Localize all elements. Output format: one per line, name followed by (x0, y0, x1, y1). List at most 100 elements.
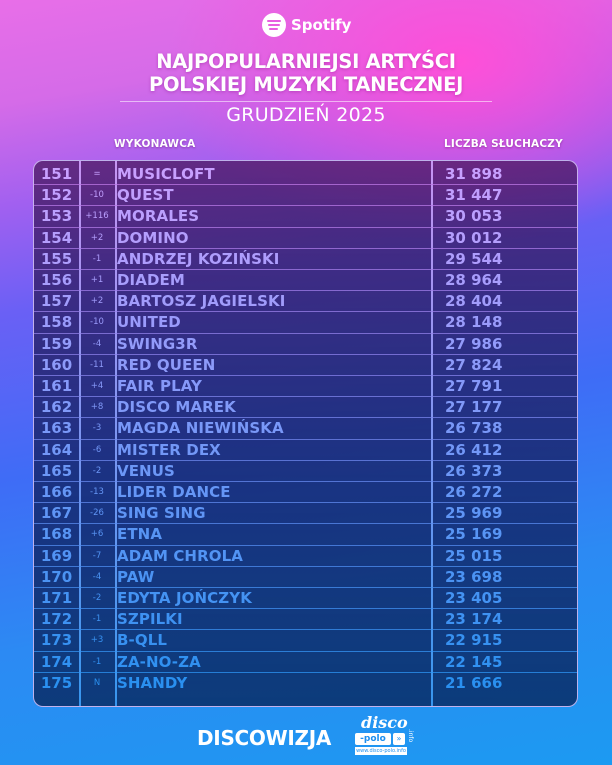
title-line-2: POLSKIEJ MUZYKI TANECZNEJ (148, 73, 464, 96)
table-row: 157 +2 BARTOSZ JAGIELSKI 28 404 (34, 291, 577, 313)
listeners-cell: 29 544 (445, 249, 503, 268)
artist-cell: DOMINO (117, 228, 189, 247)
artist-cell: ZA-NO-ZA (117, 652, 201, 671)
title-line-1: NAJPOPULARNIEJSI ARTYŚCI (156, 50, 456, 73)
change-cell: +3 (90, 635, 104, 646)
listeners-cell: 26 373 (445, 461, 503, 480)
table-row: 164 -6 MISTER DEX 26 412 (34, 440, 577, 461)
artist-cell: ADAM CHROLA (117, 546, 243, 565)
listeners-cell: 25 969 (445, 504, 503, 523)
listeners-cell: 22 915 (445, 631, 503, 650)
change-cell: -26 (90, 508, 104, 519)
listeners-cell: 27 177 (445, 398, 503, 417)
rank-cell: 162 (40, 398, 73, 417)
table-row: 163 -3 MAGDA NIEWIŃSKA 26 738 (34, 418, 577, 440)
rank-cell: 171 (40, 589, 73, 608)
artist-cell: SZPILKI (117, 610, 183, 629)
rank-cell: 172 (40, 610, 73, 629)
artist-cell: RED QUEEN (117, 355, 216, 374)
artist-cell: FAIR PLAY (117, 377, 202, 396)
change-cell: = (93, 169, 101, 180)
table-row: 155 -1 ANDRZEJ KOZIŃSKI 29 544 (34, 249, 577, 270)
change-cell: +6 (90, 529, 104, 540)
change-cell: -10 (90, 190, 104, 201)
table-row: 166 -13 LIDER DANCE 26 272 (34, 482, 577, 504)
rank-cell: 168 (40, 525, 73, 544)
change-cell: +2 (90, 296, 104, 307)
rank-cell: 151 (40, 165, 73, 184)
rank-cell: 166 (40, 483, 73, 502)
change-cell: -2 (92, 593, 102, 604)
column-divider (431, 161, 433, 706)
table-row: 170 -4 PAW 23 698 (34, 567, 577, 588)
listeners-cell: 27 824 (445, 355, 503, 374)
table-row: 172 -1 SZPILKI 23 174 (34, 609, 577, 631)
listeners-cell: 30 012 (445, 228, 503, 247)
table-row: 173 +3 B-QLL 22 915 (34, 630, 577, 652)
artist-cell: SWING3R (117, 334, 198, 353)
change-cell: -3 (92, 423, 102, 434)
column-header-artist: WYKONAWCA (114, 138, 196, 150)
artist-cell: PAW (117, 567, 155, 586)
table-row: 160 -11 RED QUEEN 27 824 (34, 355, 577, 376)
table-row: 158 -10 UNITED 28 148 (34, 312, 577, 334)
rank-cell: 158 (40, 313, 73, 332)
rank-cell: 157 (40, 292, 73, 311)
listeners-cell: 27 791 (445, 377, 503, 396)
rank-cell: 164 (40, 440, 73, 459)
table-row: 153 +116 MORALES 30 053 (34, 206, 577, 228)
listeners-cell: 28 148 (445, 313, 503, 332)
table-row: 171 -2 EDYTA JOŃCZYK 23 405 (34, 588, 577, 610)
table-row: 156 +1 DIADEM 28 964 (34, 270, 577, 292)
listeners-cell: 31 447 (445, 186, 503, 205)
table-row: 165 -2 VENUS 26 373 (34, 461, 577, 482)
artist-cell: MISTER DEX (117, 440, 221, 459)
listeners-cell: 27 986 (445, 334, 503, 353)
column-header-listeners: LICZBA SŁUCHACZY (444, 138, 563, 150)
fast-forward-icon: » (393, 733, 405, 745)
ranking-table: 151 = MUSICLOFT 31 898 152 -10 QUEST 31 447 153 +… (33, 160, 578, 707)
table-row: 151 = MUSICLOFT 31 898 (34, 164, 577, 186)
rank-cell: 169 (40, 546, 73, 565)
change-cell: +4 (90, 381, 104, 392)
change-cell: +8 (90, 402, 104, 413)
change-cell: +1 (90, 275, 104, 286)
artist-cell: VENUS (117, 461, 175, 480)
artist-cell: LIDER DANCE (117, 483, 231, 502)
listeners-cell: 23 405 (445, 589, 503, 608)
logo-url: www.disco-polo.info (355, 747, 407, 755)
listeners-cell: 23 698 (445, 567, 503, 586)
artist-cell: MUSICLOFT (117, 165, 215, 184)
artist-cell: MAGDA NIEWIŃSKA (117, 419, 284, 438)
table-row: 167 -26 SING SING 25 969 (34, 503, 577, 525)
listeners-cell: 26 738 (445, 419, 503, 438)
disco-polo-info-logo: disco -polo » .info www.disco-polo.info (355, 713, 415, 759)
change-cell: +116 (85, 211, 109, 222)
table-row: 161 +4 FAIR PLAY 27 791 (34, 376, 577, 398)
logo-disco-text: disco (361, 713, 408, 732)
rank-cell: 155 (40, 249, 73, 268)
change-cell: -1 (92, 253, 102, 264)
table-row: 152 -10 QUEST 31 447 (34, 185, 577, 207)
artist-cell: SHANDY (117, 673, 188, 692)
table-row: 162 +8 DISCO MAREK 27 177 (34, 397, 577, 419)
rank-cell: 160 (40, 355, 73, 374)
change-cell: -2 (92, 465, 102, 476)
listeners-cell: 21 666 (445, 673, 503, 692)
change-cell: -13 (90, 487, 104, 498)
rank-cell: 152 (40, 186, 73, 205)
column-divider (79, 161, 81, 706)
rank-cell: 153 (40, 207, 73, 226)
artist-cell: UNITED (117, 313, 181, 332)
artist-cell: MORALES (117, 207, 200, 226)
artist-cell: ANDRZEJ KOZIŃSKI (117, 249, 280, 268)
artist-cell: DIADEM (117, 271, 185, 290)
table-row: 168 +6 ETNA 25 169 (34, 524, 577, 546)
listeners-cell: 31 898 (445, 165, 503, 184)
change-cell: +2 (90, 232, 104, 243)
change-cell: -10 (90, 317, 104, 328)
logo-info-text: .info (407, 729, 414, 743)
change-cell: -11 (90, 359, 104, 370)
rank-cell: 173 (40, 631, 73, 650)
discowizja-logo: DISCOWIZJA (197, 726, 332, 750)
